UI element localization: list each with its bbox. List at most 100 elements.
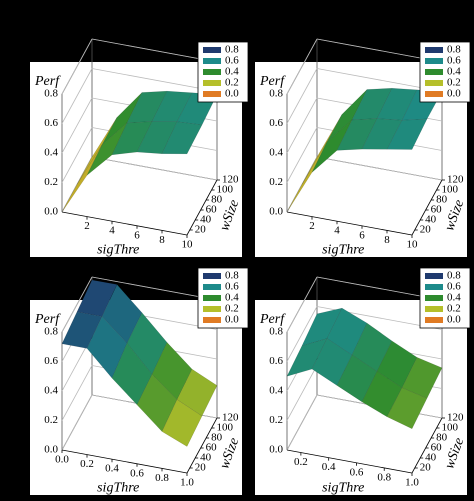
- x-tick-label: 6: [359, 229, 365, 241]
- legend-label: 0.6: [447, 55, 461, 67]
- grid-line: [316, 156, 443, 181]
- y-tick-label: 40: [425, 214, 437, 226]
- legend-label: 0.0: [225, 314, 239, 326]
- legend-label: 0.2: [225, 77, 239, 89]
- legend-swatch: [425, 69, 443, 75]
- legend-label: 0.0: [447, 88, 461, 100]
- legend-label: 0.8: [225, 270, 239, 282]
- legend-swatch: [203, 306, 221, 312]
- legend-swatch: [203, 295, 221, 301]
- z-tick-label: 0.8: [269, 326, 283, 338]
- y-tick-label: 20: [195, 224, 207, 236]
- y-tick-label: 80: [211, 432, 223, 444]
- grid-line: [61, 38, 93, 95]
- x-tick-label: 4: [334, 225, 340, 237]
- x-axis-label: sigThre: [97, 481, 139, 496]
- axis-line: [286, 211, 413, 236]
- legend-swatch: [425, 284, 443, 290]
- legend-label: 0.4: [225, 292, 239, 304]
- z-axis-label: Perf: [259, 312, 286, 327]
- surface-patch: [386, 118, 428, 150]
- z-tick-label: 0.4: [44, 385, 58, 397]
- grid-line: [286, 365, 318, 421]
- legend-swatch: [425, 47, 443, 53]
- y-tick-label: 40: [200, 214, 212, 226]
- z-tick-label: 0.0: [44, 444, 58, 456]
- x-tick-label: 8: [159, 234, 165, 246]
- x-tick-label: 4: [109, 225, 115, 237]
- y-tick-label: 120: [222, 412, 239, 424]
- z-tick-label: 0.4: [269, 147, 283, 159]
- y-tick-label: 100: [442, 422, 459, 434]
- grid-line: [91, 38, 218, 63]
- legend-swatch: [203, 58, 221, 64]
- y-tick-label: 120: [447, 174, 464, 186]
- legend-swatch: [203, 91, 221, 97]
- z-tick-label: 0.8: [44, 88, 58, 100]
- z-axis-label: Perf: [34, 74, 61, 89]
- legend-swatch: [203, 80, 221, 86]
- z-tick-label: 0.8: [44, 326, 58, 338]
- legend-swatch: [203, 284, 221, 290]
- z-tick-label: 0.2: [269, 176, 283, 188]
- z-tick-label: 0.4: [269, 385, 283, 397]
- x-tick-label: 0.4: [322, 461, 336, 473]
- x-tick-label: 0.6: [130, 467, 144, 479]
- z-tick-label: 0.6: [44, 117, 58, 129]
- x-tick-label: 0.4: [105, 463, 119, 475]
- grid-line: [286, 276, 318, 333]
- axis-line: [186, 179, 218, 236]
- x-tick-label: 0.8: [377, 471, 391, 483]
- legend-label: 0.2: [225, 303, 239, 315]
- y-tick-label: 60: [431, 204, 443, 216]
- grid-line: [91, 68, 218, 92]
- y-tick-label: 120: [222, 174, 239, 186]
- surface-patch: [161, 121, 203, 155]
- y-tick-label: 20: [195, 462, 207, 474]
- legend-swatch: [425, 58, 443, 64]
- grid-line: [61, 68, 93, 124]
- grid-line: [61, 97, 93, 154]
- legend-label: 0.6: [225, 55, 239, 67]
- x-axis-label: sigThre: [322, 481, 364, 496]
- axis-line: [411, 417, 443, 474]
- y-tick-label: 60: [206, 442, 218, 454]
- axis-line: [61, 211, 188, 236]
- axis-line: [286, 449, 413, 474]
- grid-line: [286, 68, 318, 124]
- y-tick-label: 20: [420, 224, 432, 236]
- legend-label: 0.6: [225, 281, 239, 293]
- legend-label: 0.8: [225, 44, 239, 56]
- z-tick-label: 0.0: [44, 206, 58, 218]
- x-tick-label: 1.0: [405, 477, 419, 489]
- grid-line: [61, 365, 93, 421]
- z-axis-label: Perf: [259, 74, 286, 89]
- z-tick-label: 0.8: [269, 88, 283, 100]
- y-tick-label: 60: [206, 204, 218, 216]
- z-tick-label: 0.2: [44, 176, 58, 188]
- y-tick-label: 40: [425, 452, 437, 464]
- axis-line: [411, 179, 443, 236]
- grid-line: [61, 127, 93, 183]
- legend-swatch: [425, 80, 443, 86]
- legend-label: 0.6: [447, 281, 461, 293]
- axis-line: [61, 449, 188, 474]
- x-tick-label: 0.8: [155, 472, 169, 484]
- x-axis-label: sigThre: [322, 243, 364, 258]
- grid-line: [61, 394, 93, 451]
- legend-swatch: [203, 69, 221, 75]
- legend-swatch: [425, 273, 443, 279]
- surface-patch: [386, 387, 428, 430]
- legend-label: 0.4: [225, 66, 239, 78]
- y-tick-label: 100: [442, 184, 459, 196]
- y-tick-label: 80: [436, 432, 448, 444]
- z-axis-label: Perf: [34, 312, 61, 327]
- grid-line: [286, 394, 318, 451]
- z-tick-label: 0.4: [44, 147, 58, 159]
- grid-line: [286, 38, 318, 95]
- legend-label: 0.4: [447, 292, 461, 304]
- surface-patch: [161, 399, 203, 447]
- x-tick-label: 8: [384, 234, 390, 246]
- legend-label: 0.8: [447, 270, 461, 282]
